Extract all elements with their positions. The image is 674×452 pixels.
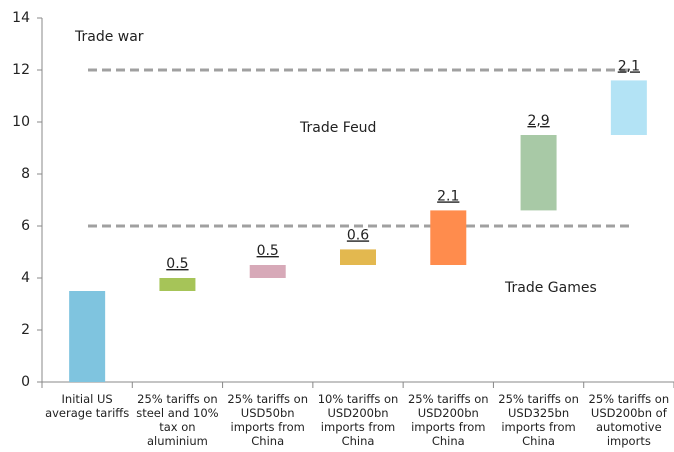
y-tick-label: 4 — [21, 270, 30, 286]
x-tick-label: 10% tariffs on USD200bn imports from Chi… — [317, 392, 399, 448]
bar — [520, 135, 557, 211]
x-tick-label: 25% tariffs on steel and 10% tax on alum… — [136, 392, 219, 448]
y-tick-label: 2 — [21, 322, 30, 338]
annotation: Trade Games — [504, 280, 597, 296]
value-label: 2,1 — [618, 58, 640, 74]
x-tick-label: Initial US average tariffs — [45, 392, 130, 420]
bar — [69, 291, 106, 382]
y-tick-label: 12 — [12, 62, 30, 78]
y-tick-label: 8 — [21, 166, 30, 182]
bar — [340, 249, 376, 265]
value-label: 0.5 — [166, 256, 188, 272]
annotation: Trade war — [74, 29, 144, 45]
value-label: 2,9 — [527, 113, 549, 129]
value-label: 0.5 — [257, 243, 279, 259]
y-tick-label: 10 — [12, 114, 30, 130]
y-tick-label: 6 — [21, 218, 30, 234]
value-label: 0.6 — [347, 227, 369, 243]
bar — [610, 80, 647, 135]
bar — [159, 278, 196, 291]
y-tick-label: 0 — [21, 374, 30, 390]
bar — [430, 210, 467, 265]
value-label: 2.1 — [437, 188, 459, 204]
x-tick-label: 25% tariffs on USD200bn of automotive im… — [588, 392, 670, 448]
x-tick-label: 25% tariffs on USD200bn imports from Chi… — [407, 392, 489, 448]
y-tick-label: 14 — [12, 10, 30, 26]
x-tick-label: 25% tariffs on USD50bn imports from Chin… — [227, 392, 308, 448]
x-tick-label: 25% tariffs on USD325bn imports from Chi… — [498, 392, 579, 448]
bar — [249, 265, 286, 278]
annotation: Trade Feud — [299, 120, 376, 136]
